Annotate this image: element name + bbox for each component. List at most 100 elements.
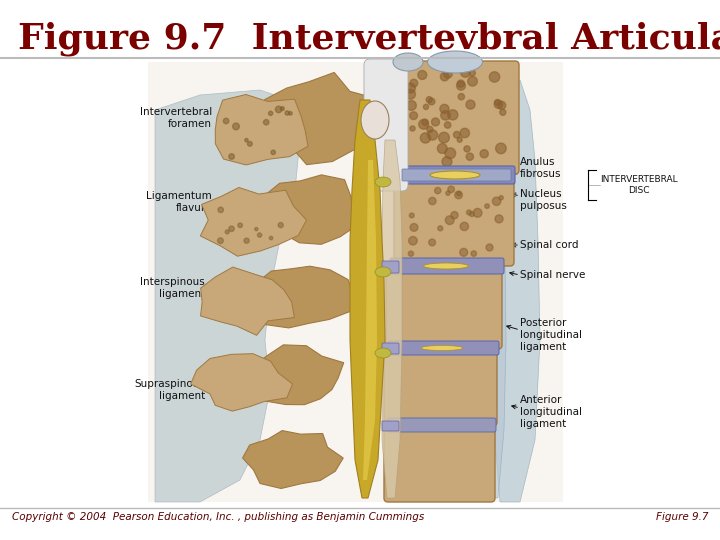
Circle shape	[444, 122, 451, 128]
Circle shape	[441, 111, 450, 120]
Circle shape	[469, 212, 474, 217]
Circle shape	[245, 138, 248, 142]
FancyBboxPatch shape	[384, 351, 497, 426]
Circle shape	[461, 68, 470, 77]
Circle shape	[464, 146, 470, 152]
Circle shape	[410, 224, 418, 231]
Circle shape	[495, 99, 500, 105]
Circle shape	[428, 239, 436, 246]
Circle shape	[469, 70, 475, 76]
Circle shape	[438, 132, 449, 143]
Circle shape	[223, 118, 229, 124]
Polygon shape	[200, 187, 307, 256]
Ellipse shape	[423, 263, 469, 269]
Circle shape	[460, 129, 469, 138]
Circle shape	[269, 111, 273, 116]
Circle shape	[446, 191, 450, 195]
FancyBboxPatch shape	[386, 269, 502, 349]
Text: Anterior
longitudinal
ligament: Anterior longitudinal ligament	[520, 395, 582, 429]
Circle shape	[281, 107, 284, 111]
Circle shape	[435, 187, 441, 194]
Text: Anulus
fibrosus: Anulus fibrosus	[520, 157, 562, 179]
Bar	[148, 62, 563, 502]
FancyBboxPatch shape	[388, 341, 499, 355]
Circle shape	[498, 102, 505, 110]
Circle shape	[458, 93, 464, 100]
Circle shape	[445, 148, 456, 159]
Polygon shape	[201, 267, 294, 335]
Circle shape	[448, 186, 454, 193]
FancyBboxPatch shape	[382, 343, 399, 354]
Circle shape	[455, 191, 462, 199]
Polygon shape	[155, 90, 300, 502]
Circle shape	[420, 133, 431, 143]
Text: Supraspinous
ligament: Supraspinous ligament	[134, 379, 205, 401]
Text: Intervertebral
foramen: Intervertebral foramen	[140, 107, 212, 129]
Polygon shape	[243, 430, 343, 489]
Circle shape	[500, 109, 506, 116]
Circle shape	[229, 154, 235, 159]
Circle shape	[486, 244, 493, 251]
Circle shape	[456, 82, 465, 90]
Polygon shape	[265, 72, 377, 165]
Circle shape	[278, 222, 283, 228]
Circle shape	[456, 192, 461, 196]
Circle shape	[457, 137, 462, 142]
Circle shape	[466, 153, 474, 160]
Ellipse shape	[375, 348, 391, 358]
Circle shape	[419, 119, 428, 129]
Circle shape	[499, 195, 503, 200]
Circle shape	[468, 77, 477, 86]
Ellipse shape	[361, 101, 389, 139]
Circle shape	[410, 79, 418, 87]
Polygon shape	[251, 345, 343, 404]
Circle shape	[408, 251, 413, 256]
Circle shape	[426, 97, 432, 103]
Circle shape	[233, 123, 240, 130]
Circle shape	[480, 150, 488, 158]
Circle shape	[428, 98, 435, 105]
Circle shape	[405, 83, 415, 93]
FancyBboxPatch shape	[388, 418, 496, 432]
FancyBboxPatch shape	[382, 261, 399, 273]
Circle shape	[289, 112, 292, 115]
Circle shape	[409, 237, 417, 245]
Text: Spinal nerve: Spinal nerve	[520, 270, 585, 280]
Circle shape	[448, 110, 458, 120]
Polygon shape	[350, 100, 385, 498]
Circle shape	[454, 131, 460, 138]
Circle shape	[437, 144, 447, 153]
Circle shape	[410, 126, 415, 131]
Circle shape	[244, 238, 249, 244]
Circle shape	[423, 104, 428, 110]
Ellipse shape	[375, 267, 391, 277]
Text: Posterior
longitudinal
ligament: Posterior longitudinal ligament	[520, 319, 582, 352]
Text: Nucleus
pulposus: Nucleus pulposus	[520, 189, 567, 211]
Circle shape	[428, 197, 436, 205]
Polygon shape	[258, 266, 354, 328]
Circle shape	[427, 126, 433, 132]
Circle shape	[407, 100, 416, 110]
Polygon shape	[493, 80, 540, 502]
FancyBboxPatch shape	[364, 59, 408, 191]
Text: Figure 9.7  Intervertevbral Articulations: Figure 9.7 Intervertevbral Articulations	[18, 22, 720, 57]
Circle shape	[275, 106, 282, 113]
Circle shape	[428, 130, 438, 140]
Circle shape	[467, 210, 472, 215]
Text: Ligamentum
flavum: Ligamentum flavum	[146, 191, 212, 213]
Circle shape	[285, 111, 289, 115]
Circle shape	[422, 119, 428, 126]
Circle shape	[255, 227, 258, 231]
Circle shape	[444, 70, 452, 78]
FancyBboxPatch shape	[384, 426, 495, 502]
FancyBboxPatch shape	[390, 258, 504, 274]
FancyBboxPatch shape	[396, 61, 519, 174]
Circle shape	[494, 100, 503, 109]
Circle shape	[410, 213, 414, 218]
Circle shape	[492, 197, 501, 205]
Circle shape	[218, 207, 223, 213]
Polygon shape	[382, 140, 402, 498]
FancyBboxPatch shape	[398, 166, 515, 184]
Circle shape	[471, 251, 477, 256]
Circle shape	[441, 72, 449, 81]
